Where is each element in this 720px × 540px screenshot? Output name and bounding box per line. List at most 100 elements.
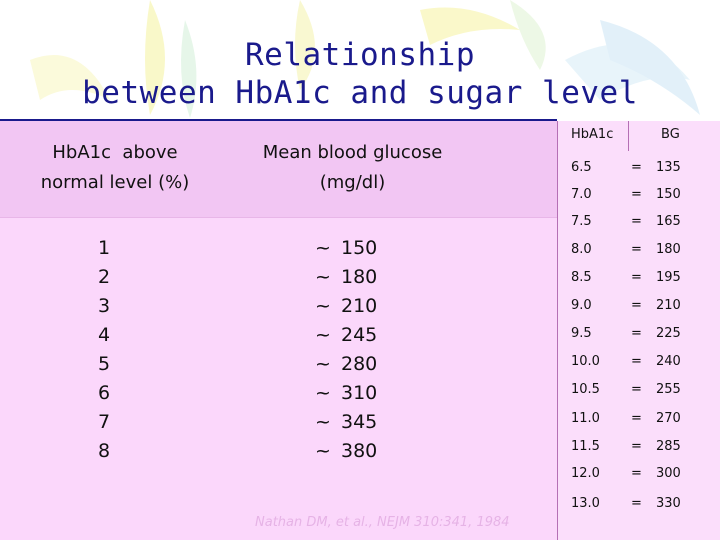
equals-sign: = (631, 382, 642, 397)
tilde-symbol: ~ (315, 295, 331, 317)
bg-value: 180 (656, 242, 681, 257)
slide-title: Relationship between HbA1c and sugar lev… (0, 36, 720, 112)
equals-sign: = (631, 160, 642, 175)
glucose-cell: ~245 (315, 321, 395, 350)
tilde-symbol: ~ (315, 382, 331, 404)
hba1c-value: 8.5 (571, 270, 592, 285)
title-line-2: between HbA1c and sugar level (82, 75, 638, 111)
title-line-1: Relationship (245, 37, 475, 73)
conversion-table-row: 10.0 = 240 (558, 350, 720, 376)
left-table-header (0, 121, 557, 217)
glucose-value: 210 (341, 295, 378, 317)
bg-value: 195 (656, 270, 681, 285)
tilde-symbol: ~ (315, 266, 331, 288)
hba1c-value: 11.5 (571, 439, 600, 454)
level-cell: 2 (97, 266, 111, 288)
conversion-table-row: 6.5 = 135 (558, 156, 720, 182)
conversion-table-row: 8.0 = 180 (558, 238, 720, 264)
hba1c-value: 11.0 (571, 411, 600, 426)
level-cell: 1 (97, 237, 111, 259)
conversion-table-row: 12.0 = 300 (558, 462, 720, 488)
conversion-table-row: 9.5 = 225 (558, 322, 720, 348)
equals-sign: = (631, 270, 642, 285)
conversion-table-row: 7.5 = 165 (558, 210, 720, 236)
hba1c-value: 9.5 (571, 326, 592, 341)
header-bg: BG (661, 127, 680, 142)
bg-value: 255 (656, 382, 681, 397)
equals-sign: = (631, 214, 642, 229)
equals-sign: = (631, 354, 642, 369)
equals-sign: = (631, 496, 642, 511)
hba1c-value: 12.0 (571, 466, 600, 481)
citation: Nathan DM, et al., NEJM 310:341, 1984 (255, 515, 510, 530)
conversion-table-header: HbA1c BG (558, 123, 720, 149)
column-header-hba1c-line-1: HbA1c above (52, 142, 178, 163)
equals-sign: = (631, 411, 642, 426)
level-cell: 8 (97, 440, 111, 462)
bg-value: 285 (656, 439, 681, 454)
equals-sign: = (631, 466, 642, 481)
equals-sign: = (631, 326, 642, 341)
bg-value: 210 (656, 298, 681, 313)
level-cell: 5 (97, 353, 111, 375)
conversion-table-row: 7.0 = 150 (558, 183, 720, 209)
hba1c-value: 7.0 (571, 187, 592, 202)
hba1c-value: 7.5 (571, 214, 592, 229)
conversion-table-row: 8.5 = 195 (558, 266, 720, 292)
bg-value: 330 (656, 496, 681, 511)
glucose-cell: ~345 (315, 408, 395, 437)
left-table-body (0, 217, 557, 540)
hba1c-value: 8.0 (571, 242, 592, 257)
glucose-value: 150 (341, 237, 378, 259)
glucose-value: 380 (341, 440, 378, 462)
hba1c-value: 6.5 (571, 160, 592, 175)
glucose-cell: ~150 (315, 234, 395, 263)
hba1c-value: 13.0 (571, 496, 600, 511)
conversion-table-row: 9.0 = 210 (558, 294, 720, 320)
column-header-glucose: Mean blood glucose (mg/dl) (250, 138, 455, 198)
column-header-glucose-line-2: (mg/dl) (319, 172, 386, 193)
bg-value: 300 (656, 466, 681, 481)
conversion-table-row: 10.5 = 255 (558, 378, 720, 404)
bg-value: 150 (656, 187, 681, 202)
tilde-symbol: ~ (315, 440, 331, 462)
column-header-hba1c-line-2: normal level (%) (40, 172, 190, 193)
glucose-cell: ~380 (315, 437, 395, 466)
hba1c-value: 10.5 (571, 382, 600, 397)
glucose-cell: ~210 (315, 292, 395, 321)
glucose-value: 245 (341, 324, 378, 346)
level-cell: 6 (97, 382, 111, 404)
level-cell: 3 (97, 295, 111, 317)
column-header-hba1c: HbA1c above normal level (%) (20, 138, 210, 198)
bg-value: 225 (656, 326, 681, 341)
hba1c-level-column: 1 2 3 4 5 6 7 8 (84, 234, 124, 466)
column-header-glucose-line-1: Mean blood glucose (262, 142, 443, 163)
glucose-value: 345 (341, 411, 378, 433)
level-cell: 4 (97, 324, 111, 346)
equals-sign: = (631, 439, 642, 454)
tilde-symbol: ~ (315, 237, 331, 259)
bg-value: 165 (656, 214, 681, 229)
glucose-column: ~150 ~180 ~210 ~245 ~280 ~310 ~345 ~380 (315, 234, 395, 466)
bg-value: 270 (656, 411, 681, 426)
conversion-table-row: 13.0 = 330 (558, 492, 720, 518)
conversion-table-row: 11.0 = 270 (558, 407, 720, 433)
bg-value: 135 (656, 160, 681, 175)
tilde-symbol: ~ (315, 324, 331, 346)
tilde-symbol: ~ (315, 353, 331, 375)
level-cell: 7 (97, 411, 111, 433)
header-divider (0, 217, 557, 218)
bg-value: 240 (656, 354, 681, 369)
conversion-table: HbA1c BG 6.5 = 135 7.0 = 150 7.5 = 165 8.0 = 180 8.5 = 1… (557, 121, 720, 540)
equals-sign: = (631, 242, 642, 257)
hba1c-value: 9.0 (571, 298, 592, 313)
glucose-cell: ~280 (315, 350, 395, 379)
glucose-value: 310 (341, 382, 378, 404)
conversion-table-row: 11.5 = 285 (558, 435, 720, 461)
equals-sign: = (631, 298, 642, 313)
title-rule (0, 119, 557, 121)
header-separator (628, 121, 629, 151)
glucose-cell: ~310 (315, 379, 395, 408)
glucose-value: 180 (341, 266, 378, 288)
glucose-value: 280 (341, 353, 378, 375)
